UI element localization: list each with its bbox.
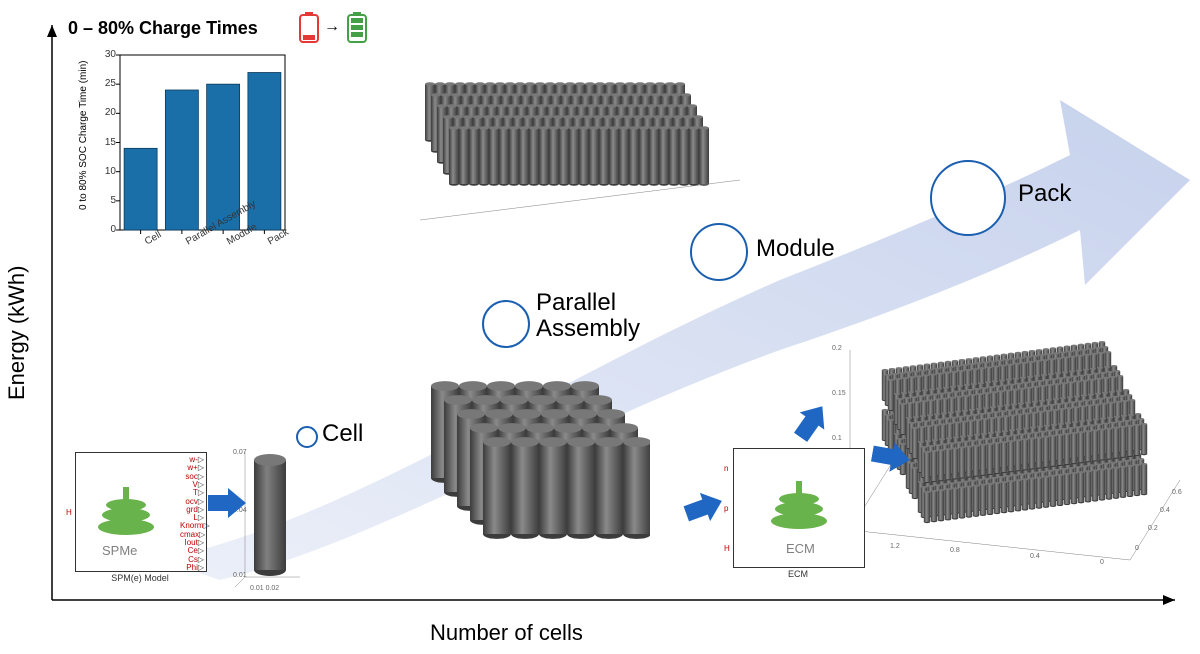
spme-port: Phi▷ — [180, 563, 204, 572]
y-axis-label: Energy (kWh) — [4, 266, 30, 400]
label-parallel: Parallel Assembly Parallel Assembly — [536, 290, 640, 343]
label-module: Module — [756, 235, 835, 263]
charge-times-title: 0 – 80% Charge Times — [68, 18, 258, 39]
simblock-ecm-caption: ECM — [733, 569, 863, 579]
svg-text:0.01 0.02: 0.01 0.02 — [250, 585, 279, 592]
svg-text:0.4: 0.4 — [1030, 553, 1040, 560]
battery-low-icon — [298, 12, 320, 44]
bar-ytick: 20 — [94, 107, 116, 118]
battery-stack-icon — [771, 481, 827, 529]
bar-ytick: 5 — [94, 195, 116, 206]
render-parallel-assembly — [400, 370, 650, 570]
svg-text:0.4: 0.4 — [1160, 507, 1170, 514]
svg-text:0.1: 0.1 — [832, 435, 842, 442]
svg-text:1.2: 1.2 — [890, 543, 900, 550]
battery-full-icon — [346, 12, 368, 44]
bar-ytick: 10 — [94, 166, 116, 177]
svg-text:0.2: 0.2 — [832, 345, 842, 352]
bar-ytick: 30 — [94, 49, 116, 60]
bar-ytick: 15 — [94, 137, 116, 148]
bar-chart-ylabel: 0 to 80% SOC Charge Time (min) — [78, 61, 89, 211]
simblock-ecm-title: ECM — [786, 541, 815, 556]
svg-text:0.15: 0.15 — [832, 390, 846, 397]
circle-parallel — [482, 300, 530, 348]
svg-text:0.2: 0.2 — [1148, 525, 1158, 532]
ecm-port-h: H — [724, 544, 730, 553]
x-axis-label: Number of cells — [430, 620, 583, 646]
spme-port-left: H — [66, 508, 72, 517]
block-arrow-ecm-right — [869, 437, 914, 477]
block-arrow-spme-to-cell — [208, 486, 248, 520]
simblock-spme-title: SPMe — [102, 543, 137, 558]
svg-text:0.01: 0.01 — [233, 572, 247, 579]
circle-pack — [930, 160, 1006, 236]
svg-text:0.07: 0.07 — [233, 449, 247, 456]
svg-text:0: 0 — [1100, 559, 1104, 566]
arrow-icon: → — [324, 18, 340, 36]
battery-stack-icon — [98, 487, 154, 535]
simblock-spme: SPMe H w-▷w+▷soc▷V▷T▷ocv▷grd▷L▷Knorm▷cma… — [75, 452, 207, 572]
svg-text:0.8: 0.8 — [950, 547, 960, 554]
simblock-ecm: ECM n p H — [733, 448, 865, 568]
simblock-spme-caption: SPM(e) Model — [75, 573, 205, 583]
label-parallel-line1: Parallel — [536, 290, 640, 316]
bar-chart: 0 to 80% SOC Charge Time (min) 0 5 10 15 20 2… — [80, 50, 290, 270]
svg-text:0: 0 — [1135, 545, 1139, 552]
label-parallel-line2: Assembly — [536, 316, 640, 342]
svg-text:0.6: 0.6 — [1172, 489, 1182, 496]
ecm-port-n: n — [724, 464, 728, 473]
bar-ytick: 0 — [94, 224, 116, 235]
label-cell: Cell — [322, 420, 363, 448]
label-pack: Pack — [1018, 180, 1071, 208]
bar-ytick: 25 — [94, 78, 116, 89]
render-pack: 0.2 0.15 0.1 0.05 0 0 0.2 0.4 0.6 1.2 0.… — [830, 290, 1190, 580]
render-module — [400, 70, 760, 240]
